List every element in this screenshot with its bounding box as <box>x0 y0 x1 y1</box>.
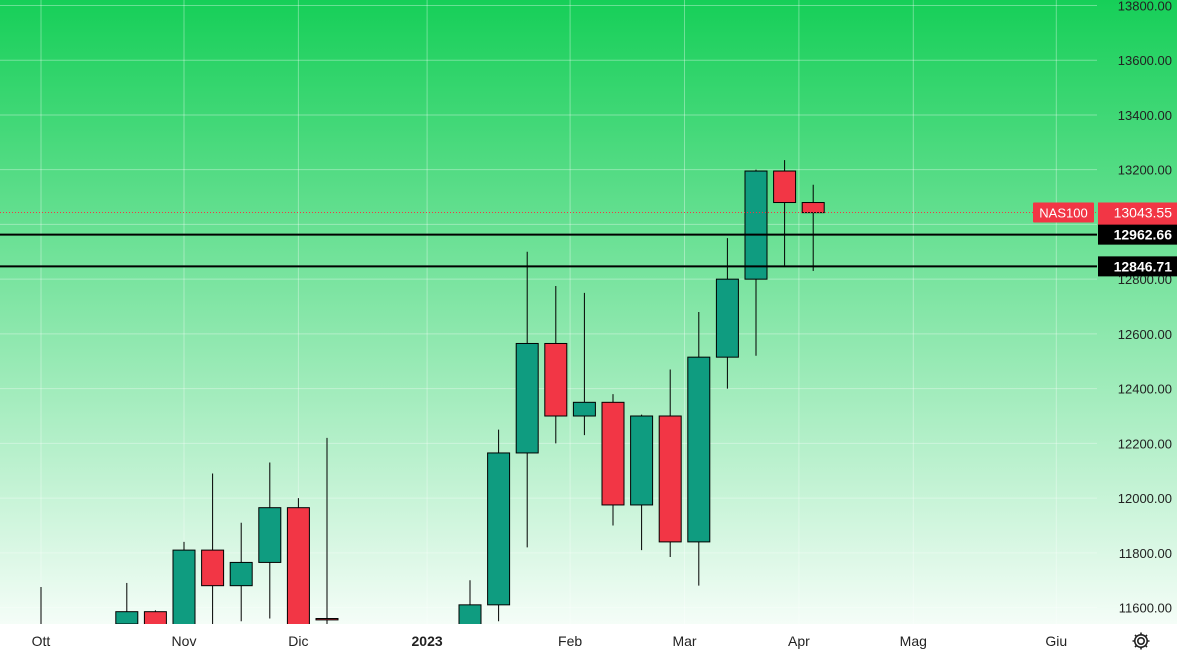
candles <box>40 160 825 624</box>
grid-lines <box>0 0 1097 624</box>
price-tick-label: 13200.00 <box>1118 163 1172 178</box>
candle-body <box>201 549 225 587</box>
candle-body <box>258 507 282 563</box>
candle-down <box>201 473 225 624</box>
time-tick-label: Mag <box>900 633 927 649</box>
symbol-badge <box>1033 202 1094 223</box>
candle-body <box>658 415 682 543</box>
level-price-label: 12846.71 <box>1114 258 1173 274</box>
time-tick-label: Feb <box>558 633 582 649</box>
time-axis[interactable]: Ott Nov Dic 2023 Feb Mar Apr Mag Giu <box>32 633 1068 649</box>
time-tick-label: Dic <box>288 633 308 649</box>
candle-down <box>601 394 625 526</box>
candle-up <box>487 429 511 622</box>
level-price-badge <box>1098 224 1177 245</box>
symbol-label: NAS100 <box>1039 206 1087 221</box>
time-axis-background <box>0 624 1177 654</box>
time-tick-label: Nov <box>172 633 197 649</box>
price-tick-label: 13600.00 <box>1118 53 1172 68</box>
last-price-label: 13043.55 <box>1114 205 1173 221</box>
candle-body <box>630 415 654 506</box>
candle-down <box>143 610 167 624</box>
gear-icon[interactable] <box>1128 628 1154 654</box>
candle-body <box>715 278 739 358</box>
candle-down <box>315 437 339 624</box>
price-tick-label: 12000.00 <box>1118 491 1172 506</box>
candle-up <box>715 238 739 389</box>
level-price-label: 12962.66 <box>1114 227 1173 243</box>
candle-down <box>286 498 310 624</box>
price-tick-label: 13400.00 <box>1118 108 1172 123</box>
candle-up <box>572 292 596 436</box>
candle-body <box>458 604 482 624</box>
price-tick-label: 12400.00 <box>1118 382 1172 397</box>
candle-up <box>40 587 42 624</box>
candle-up <box>458 580 482 624</box>
candle-up <box>115 582 139 624</box>
time-tick-label: Ott <box>32 633 51 649</box>
price-tick-label: 13800.00 <box>1118 0 1172 13</box>
time-tick-label: Mar <box>672 633 696 649</box>
candle-body <box>601 401 625 506</box>
candle-up <box>172 541 196 624</box>
time-tick-label: 2023 <box>412 633 443 649</box>
candle-down <box>658 369 682 557</box>
candle-body <box>687 356 711 543</box>
candle-up <box>744 169 768 356</box>
candle-body <box>515 342 539 454</box>
horizontal-levels[interactable] <box>0 212 1097 268</box>
candle-up <box>687 312 711 586</box>
time-tick-label: Apr <box>788 633 810 649</box>
candle-body <box>801 202 825 214</box>
candle-up <box>630 414 654 551</box>
candle-body <box>744 170 768 280</box>
time-tick-label: Giu <box>1045 633 1067 649</box>
candle-body <box>544 342 568 417</box>
candle-body <box>773 170 797 204</box>
price-tick-label: 12200.00 <box>1118 436 1172 451</box>
price-tick-label: 11800.00 <box>1119 546 1172 561</box>
candle-body <box>315 618 339 621</box>
candle-body <box>229 561 253 587</box>
candle-up <box>258 462 282 619</box>
price-tick-label: 12600.00 <box>1118 327 1172 342</box>
candle-down <box>773 160 797 266</box>
price-tick-label: 11600.00 <box>1119 601 1172 616</box>
candle-body <box>572 401 596 417</box>
candle-up <box>229 522 253 622</box>
candle-body <box>143 611 167 624</box>
level-price-badge <box>1098 256 1177 277</box>
candle-body <box>172 549 196 624</box>
candle-up <box>515 251 539 548</box>
candle-body <box>487 452 511 606</box>
candle-body <box>286 507 310 624</box>
candle-body <box>115 611 139 624</box>
candle-down <box>544 286 568 444</box>
